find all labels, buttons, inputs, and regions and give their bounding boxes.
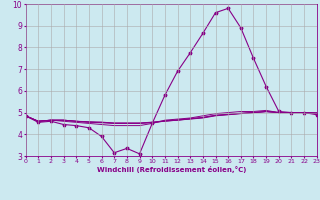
X-axis label: Windchill (Refroidissement éolien,°C): Windchill (Refroidissement éolien,°C) [97,166,246,173]
